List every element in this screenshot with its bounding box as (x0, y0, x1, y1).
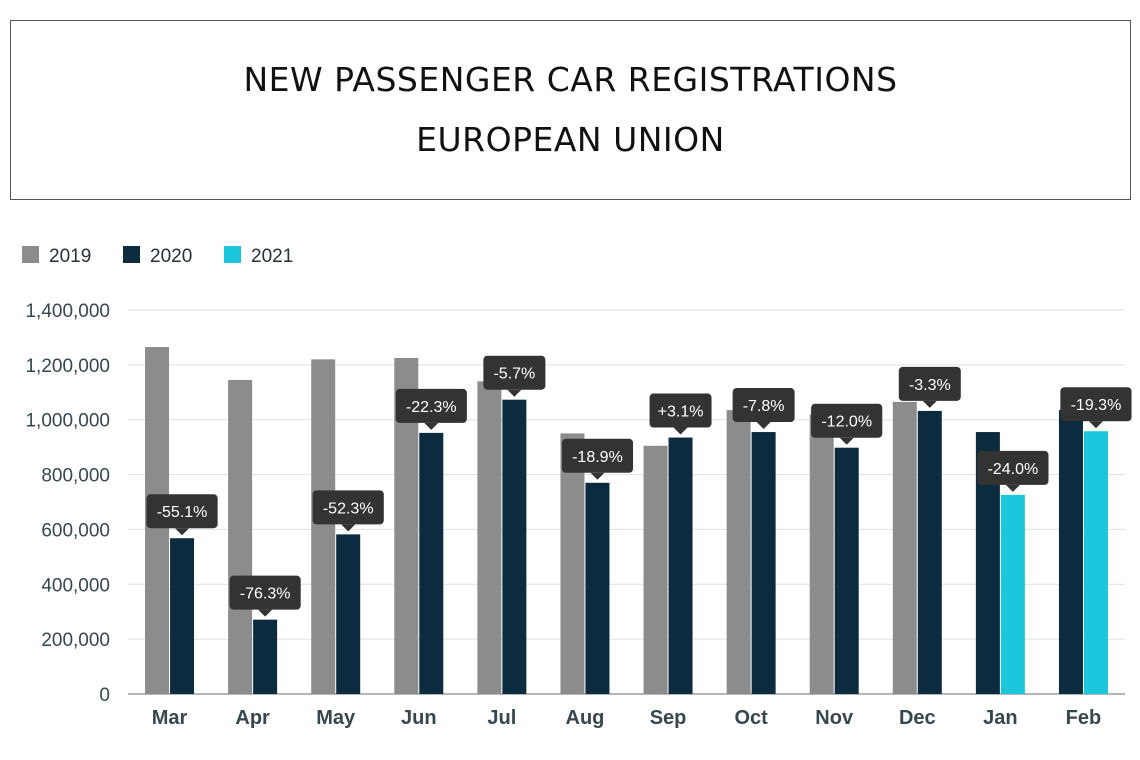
change-label-bubble (649, 393, 712, 428)
x-tick-label: Oct (734, 707, 768, 729)
change-label-sep: +3.1% (649, 393, 712, 435)
change-label-bubble (977, 450, 1049, 485)
bar-2021-jan (1000, 494, 1025, 694)
bar-2020-jun (419, 432, 444, 694)
x-tick-label: Mar (152, 707, 188, 729)
change-label-text: -76.3% (240, 586, 291, 603)
x-tick-label: Jan (983, 707, 1017, 729)
bar-2020-dec (917, 410, 942, 694)
legend-label-2021: 2021 (251, 246, 293, 267)
change-label-bubble (312, 490, 384, 525)
change-label-pointer (922, 400, 937, 408)
y-tick-label: 1,200,000 (25, 356, 110, 377)
x-tick-label: Nov (815, 707, 854, 729)
x-tick-label: May (316, 707, 356, 729)
change-label-bubble (811, 403, 883, 438)
bar-2020-jul (502, 399, 527, 694)
x-tick-label: Jun (401, 707, 437, 729)
bar-2020-may (336, 534, 361, 694)
bar-2019-jul (477, 381, 502, 694)
change-label-text: -55.1% (157, 504, 208, 521)
change-label-bubble (898, 366, 961, 401)
change-label-bubble (1060, 387, 1132, 422)
chart-title-line-1: NEW PASSENGER CAR REGISTRATIONS (243, 60, 898, 99)
change-label-pointer (1088, 421, 1103, 429)
change-label-mar: -55.1% (146, 494, 218, 536)
change-label-pointer (175, 528, 190, 536)
y-tick-label: 0 (99, 685, 110, 706)
x-tick-label: Dec (899, 707, 936, 729)
bar-2020-nov (834, 447, 859, 694)
change-label-text: -3.3% (909, 377, 951, 394)
legend-swatch-2020 (123, 246, 140, 263)
change-label-text: +3.1% (658, 404, 704, 421)
change-label-bubble (395, 388, 467, 423)
bar-2019-nov (809, 414, 834, 694)
x-tick-label: Aug (566, 707, 605, 729)
change-label-bubble (229, 575, 301, 610)
bar-2020-aug (585, 482, 610, 694)
x-tick-label: Feb (1066, 707, 1102, 729)
change-label-text: -19.3% (1071, 397, 1122, 414)
y-tick-label: 1,400,000 (25, 301, 110, 322)
change-label-bubble (561, 438, 634, 473)
x-tick-label: Apr (235, 707, 270, 729)
bar-2020-apr (253, 619, 278, 694)
change-label-nov: -12.0% (811, 403, 883, 445)
change-label-pointer (507, 389, 522, 397)
change-label-text: -24.0% (988, 461, 1039, 478)
bar-2020-feb (1058, 410, 1083, 694)
change-label-pointer (839, 437, 854, 445)
change-label-apr: -76.3% (229, 575, 301, 617)
change-label-text: -12.0% (821, 414, 872, 431)
change-label-pointer (590, 472, 605, 480)
bar-2019-aug (560, 433, 585, 694)
bar-2020-mar (170, 538, 195, 694)
change-label-text: -52.3% (323, 500, 374, 517)
y-tick-label: 800,000 (41, 466, 110, 487)
change-label-feb: -19.3% (1060, 387, 1132, 429)
bar-2019-apr (228, 379, 253, 694)
change-label-may: -52.3% (312, 490, 384, 532)
change-label-text: -7.8% (743, 398, 785, 415)
change-label-bubble (732, 388, 795, 423)
change-label-bubble (146, 494, 218, 529)
title-box: NEW PASSENGER CAR REGISTRATIONS EUROPEAN… (10, 20, 1131, 200)
y-tick-label: 400,000 (41, 575, 110, 596)
y-tick-label: 1,000,000 (25, 411, 110, 432)
bar-2019-dec (892, 401, 917, 694)
change-label-pointer (424, 422, 439, 430)
change-label-pointer (341, 524, 356, 532)
change-label-text: -22.3% (406, 399, 457, 416)
legend-label-2019: 2019 (49, 246, 91, 267)
x-tick-label: Sep (650, 707, 687, 729)
bar-2019-sep (643, 445, 668, 694)
legend-swatch-2021 (224, 246, 241, 263)
bar-2020-oct (751, 432, 776, 694)
change-label-pointer (673, 427, 688, 435)
legend-label-2020: 2020 (150, 246, 192, 267)
change-label-pointer (258, 609, 273, 617)
change-label-pointer (1005, 484, 1020, 492)
bar-2019-may (311, 359, 336, 694)
change-label-dec: -3.3% (898, 366, 961, 408)
change-label-jul: -5.7% (483, 355, 546, 397)
change-label-bubble (483, 355, 546, 390)
bar-2019-oct (726, 410, 751, 694)
change-label-aug: -18.9% (561, 438, 634, 480)
change-label-oct: -7.8% (732, 388, 795, 430)
bar-2021-feb (1083, 431, 1108, 694)
y-tick-label: 600,000 (41, 520, 110, 541)
y-tick-label: 200,000 (41, 630, 110, 651)
change-label-text: -5.7% (493, 366, 535, 383)
change-label-jan: -24.0% (977, 450, 1049, 492)
change-label-text: -18.9% (572, 449, 623, 466)
chart-title-line-2: EUROPEAN UNION (416, 120, 725, 159)
change-label-jun: -22.3% (395, 388, 467, 430)
bar-2020-sep (668, 437, 693, 694)
change-label-pointer (756, 422, 771, 430)
legend-swatch-2019 (22, 246, 39, 263)
x-tick-label: Jul (487, 707, 516, 729)
